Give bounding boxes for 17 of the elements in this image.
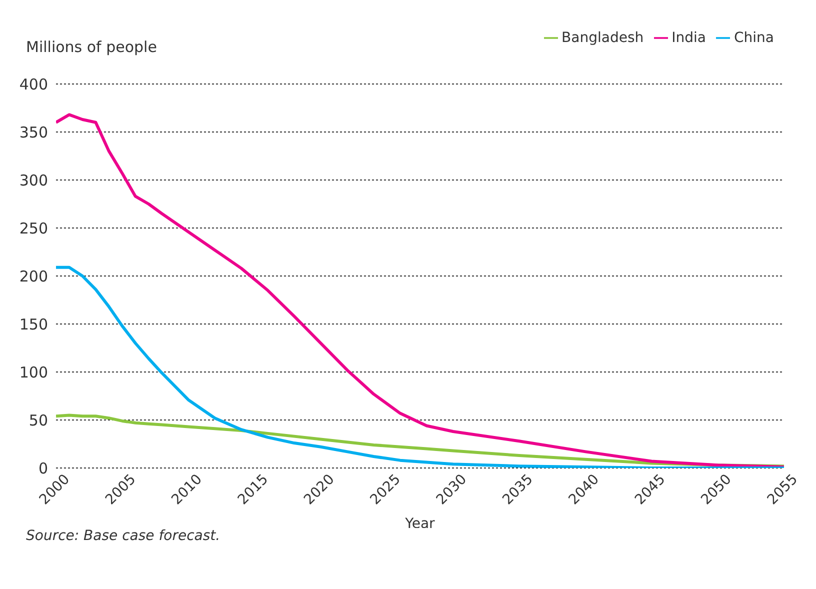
y-tick-label: 200 — [19, 267, 48, 286]
line-series — [56, 266, 784, 468]
legend-label: Bangladesh — [562, 30, 644, 46]
legend-label: China — [734, 30, 774, 46]
y-tick-label: 0 — [38, 459, 48, 478]
y-axis-title: Millions of people — [26, 38, 157, 56]
y-tick-label: 350 — [19, 123, 48, 142]
x-axis-title: Year — [404, 516, 436, 532]
legend-label: India — [672, 30, 706, 46]
line-series — [56, 113, 784, 468]
y-tick-label: 300 — [19, 171, 48, 190]
y-tick-label: 100 — [19, 363, 48, 382]
source-note: Source: Base case forecast. — [26, 528, 220, 544]
y-tick-label: 400 — [19, 75, 48, 94]
y-tick-label: 150 — [19, 315, 48, 334]
y-tick-label: 250 — [19, 219, 48, 238]
y-tick-label: 50 — [28, 411, 48, 430]
